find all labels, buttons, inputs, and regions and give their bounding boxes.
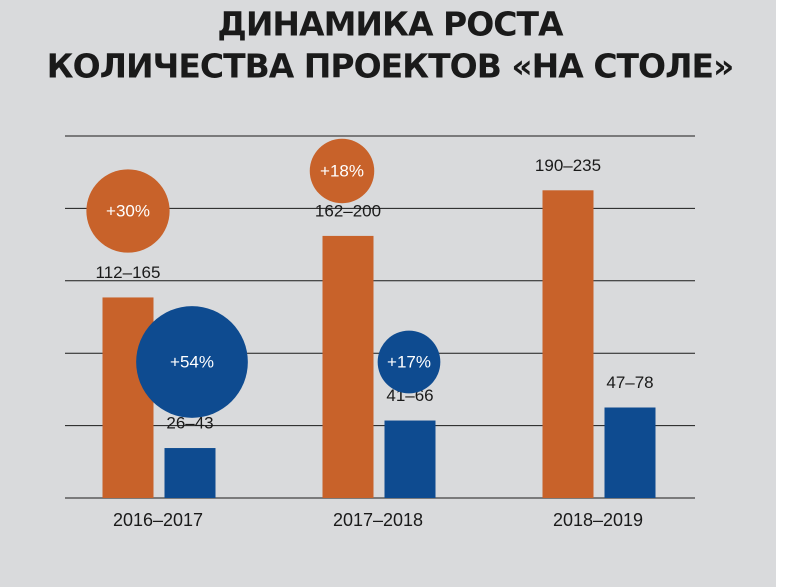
bar xyxy=(322,235,374,499)
x-tick-label: 2016–2017 xyxy=(113,510,203,530)
value-label: 162–200 xyxy=(315,201,381,220)
growth-label: +30% xyxy=(106,201,150,220)
bar xyxy=(164,448,216,498)
bar xyxy=(542,190,594,499)
value-label: 112–165 xyxy=(96,263,161,282)
chart-title: ДИНАМИКА РОСТА xyxy=(217,5,564,44)
growth-bubble xyxy=(377,330,441,394)
bar xyxy=(384,420,436,498)
value-label: 190–235 xyxy=(535,156,601,175)
value-label: 26–43 xyxy=(166,414,213,433)
value-label: 47–78 xyxy=(606,373,653,392)
bar xyxy=(604,407,656,498)
chart-title: КОЛИЧЕСТВА ПРОЕКТОВ «НА СТОЛЕ» xyxy=(47,47,734,86)
bar xyxy=(102,297,154,498)
growth-bubble xyxy=(309,138,375,204)
background xyxy=(0,0,776,587)
growth-label: +18% xyxy=(320,161,364,180)
growth-bubble xyxy=(136,306,248,418)
x-tick-label: 2018–2019 xyxy=(553,510,643,530)
growth-bubble xyxy=(86,169,170,253)
growth-label: +54% xyxy=(170,352,214,371)
x-tick-label: 2017–2018 xyxy=(333,510,423,530)
growth-label: +17% xyxy=(387,352,431,371)
